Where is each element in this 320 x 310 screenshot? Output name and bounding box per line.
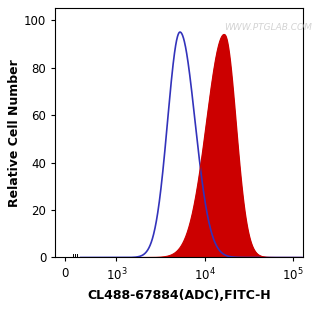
- Y-axis label: Relative Cell Number: Relative Cell Number: [8, 59, 21, 207]
- Text: WWW.PTGLAB.COM: WWW.PTGLAB.COM: [224, 23, 312, 32]
- X-axis label: CL488-67884(ADC),FITC-H: CL488-67884(ADC),FITC-H: [87, 289, 271, 302]
